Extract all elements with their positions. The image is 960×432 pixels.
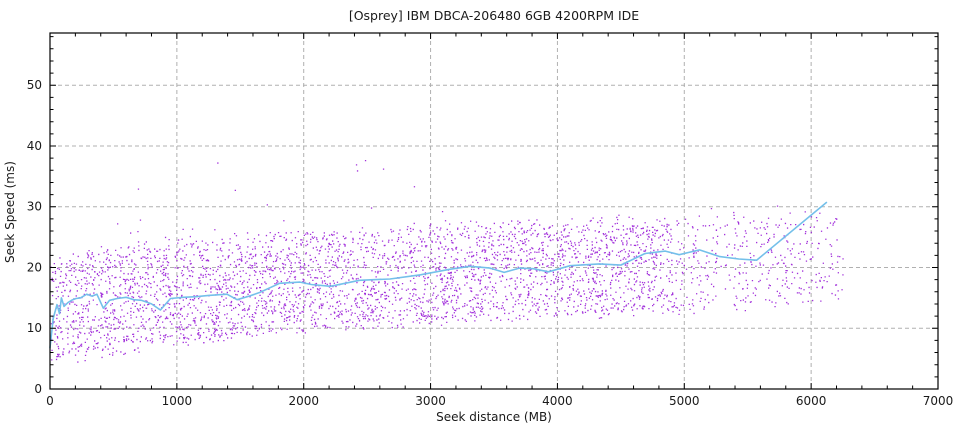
x-tick-label: 7000 bbox=[923, 394, 954, 408]
x-tick-label: 1000 bbox=[162, 394, 193, 408]
x-tick-label: 4000 bbox=[542, 394, 573, 408]
x-tick-label: 0 bbox=[46, 394, 54, 408]
y-tick-label: 40 bbox=[27, 139, 42, 153]
y-tick-label: 10 bbox=[27, 321, 42, 335]
x-tick-label: 2000 bbox=[288, 394, 319, 408]
scatter-points bbox=[50, 160, 844, 363]
x-tick-label: 3000 bbox=[415, 394, 446, 408]
y-tick-label: 50 bbox=[27, 78, 42, 92]
axis-ticks bbox=[49, 33, 939, 390]
y-tick-label: 0 bbox=[34, 382, 42, 396]
y-axis-label: Seek Speed (ms) bbox=[3, 161, 17, 263]
y-tick-label: 20 bbox=[27, 260, 42, 274]
y-tick-label: 30 bbox=[27, 200, 42, 214]
chart-title: [Osprey] IBM DBCA-206480 6GB 4200RPM IDE bbox=[348, 8, 640, 23]
average-line bbox=[49, 201, 828, 349]
x-tick-label: 6000 bbox=[796, 394, 827, 408]
plot-border bbox=[49, 32, 939, 390]
x-axis-label: Seek distance (MB) bbox=[436, 410, 552, 424]
x-tick-label: 5000 bbox=[669, 394, 700, 408]
